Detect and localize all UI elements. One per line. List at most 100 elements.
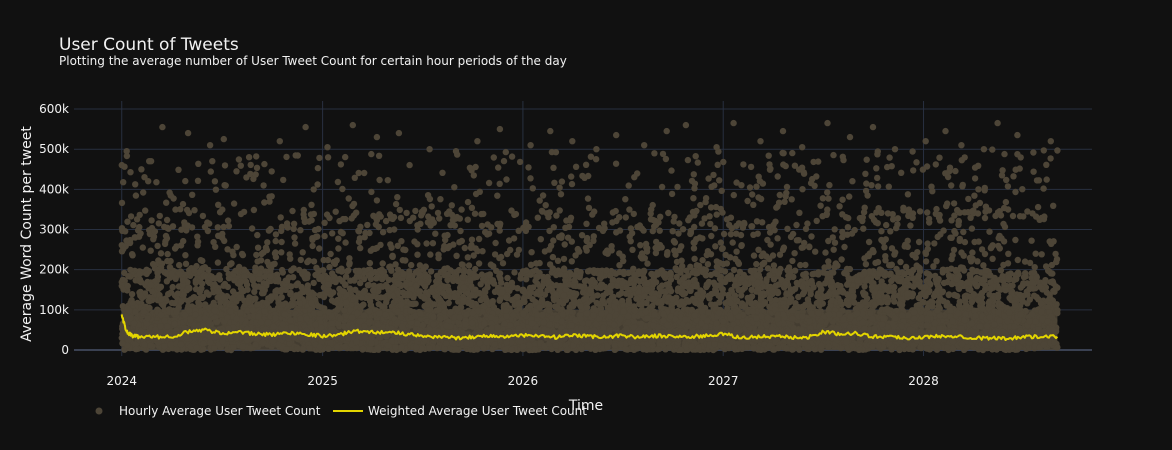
scatter-point-861 [789, 149, 796, 157]
scatter-point-4849 [810, 284, 817, 291]
scatter-point-1598 [185, 209, 193, 217]
chart-title: User Count of Tweets [59, 35, 239, 55]
scatter-point-1582 [802, 261, 809, 269]
scatter-point-1970 [541, 248, 549, 255]
scatter-point-4343 [747, 267, 754, 275]
scatter-point-1980 [635, 223, 642, 231]
scatter-point-1805 [627, 225, 635, 232]
scatter-point-1217 [399, 257, 406, 264]
scatter-point-168 [1012, 236, 1019, 244]
scatter-point-1414 [310, 258, 318, 265]
scatter-point-4219 [587, 287, 594, 294]
scatter-point-842 [182, 252, 189, 259]
scatter-point-1749 [802, 225, 810, 233]
scatter-point-1376 [515, 246, 523, 254]
scatter-point-2026 [362, 229, 369, 237]
scatter-point-4773 [658, 299, 665, 306]
scatter-point-1593 [355, 228, 363, 235]
scatter-point-1027 [309, 242, 316, 250]
scatter-point-4092 [517, 275, 524, 282]
scatter-point-1060 [889, 216, 897, 223]
y-tick-label-2: 200k [39, 263, 69, 277]
scatter-point-2148 [868, 213, 875, 220]
scatter-point-1198 [124, 218, 131, 225]
scatter-point-813 [280, 176, 287, 184]
scatter-point-54 [812, 248, 819, 255]
scatter-point-959 [999, 167, 1006, 174]
scatter-point-4452 [945, 291, 953, 298]
x-tick-label-3: 2027 [708, 374, 739, 388]
scatter-point-4711 [804, 296, 812, 303]
scatter-point-681 [195, 160, 202, 167]
scatter-point-380 [170, 195, 177, 202]
scatter-point-1781 [220, 223, 227, 231]
scatter-point-84 [710, 171, 717, 179]
scatter-point-1287 [616, 262, 623, 269]
scatter-point-903 [557, 191, 565, 198]
scatter-point-4926 [1048, 270, 1055, 277]
scatter-point-969 [708, 183, 715, 190]
scatter-point-335 [537, 236, 544, 243]
scatter-point-4892 [979, 304, 986, 312]
scatter-point-528 [448, 202, 455, 209]
scatter-point-879 [230, 200, 238, 207]
scatter-point-867 [838, 256, 845, 263]
scatter-point-4634 [603, 267, 610, 274]
scatter-point-792 [490, 154, 497, 161]
scatter-point-1948 [995, 242, 1002, 250]
scatter-point-535 [1001, 204, 1008, 212]
scatter-point-970 [475, 235, 483, 243]
scatter-point-3268 [939, 288, 946, 295]
scatter-point-4080 [169, 283, 176, 291]
scatter-point-1502 [839, 228, 846, 236]
scatter-point-890 [900, 207, 907, 214]
scatter-point-810 [718, 187, 725, 194]
scatter-point-198 [556, 184, 563, 191]
scatter-point-2099 [935, 214, 943, 221]
scatter-point-825 [881, 244, 888, 251]
scatter-point-1135 [392, 261, 399, 268]
scatter-point-1631 [873, 209, 880, 216]
scatter-point-761 [332, 208, 339, 215]
scatter-point-4328 [981, 286, 989, 293]
scatter-point-60 [714, 161, 721, 168]
scatter-point-202 [839, 153, 846, 160]
scatter-point-184 [798, 164, 806, 171]
scatter-point-4753 [342, 299, 350, 306]
scatter-point-4829 [379, 303, 386, 310]
scatter-point-815 [583, 220, 590, 227]
scatter-point-887 [472, 190, 480, 198]
scatter-point-4527 [987, 272, 994, 279]
scatter-point-1869 [691, 255, 698, 262]
scatter-point-99 [189, 191, 196, 198]
scatter-point-412 [237, 162, 244, 169]
scatter-point-292 [815, 158, 822, 165]
scatter-point-4457 [328, 297, 336, 304]
scatter-point-1450 [432, 230, 439, 237]
scatter-point-262 [211, 178, 219, 185]
scatter-point-739 [753, 218, 761, 225]
scatter-point-1564 [741, 220, 748, 228]
scatter-point-706 [166, 189, 173, 196]
scatter-point-4379 [851, 299, 858, 306]
scatter-point-4447 [268, 293, 275, 300]
scatter-point-1238 [563, 217, 570, 224]
scatter-point-1221 [733, 230, 740, 237]
scatter-point-1689 [478, 222, 486, 230]
scatter-point-4904 [254, 301, 261, 308]
scatter-point-4334 [962, 302, 970, 309]
scatter-point-2029 [172, 206, 179, 213]
scatter-point-2122 [1029, 210, 1036, 217]
scatter-point-3649 [570, 290, 577, 297]
scatter-point-73 [1047, 155, 1054, 162]
scatter-point-4431 [901, 270, 908, 278]
scatter-point-1422 [394, 242, 401, 249]
scatter-point-654 [163, 199, 170, 206]
scatter-point-4209 [786, 299, 793, 306]
scatter-point-4417 [643, 286, 651, 293]
scatter-point-2070 [971, 238, 978, 246]
scatter-point-2008 [230, 251, 237, 259]
scatter-point-1192 [258, 250, 265, 258]
scatter-point-600 [874, 148, 881, 155]
scatter-point-488 [907, 222, 914, 229]
